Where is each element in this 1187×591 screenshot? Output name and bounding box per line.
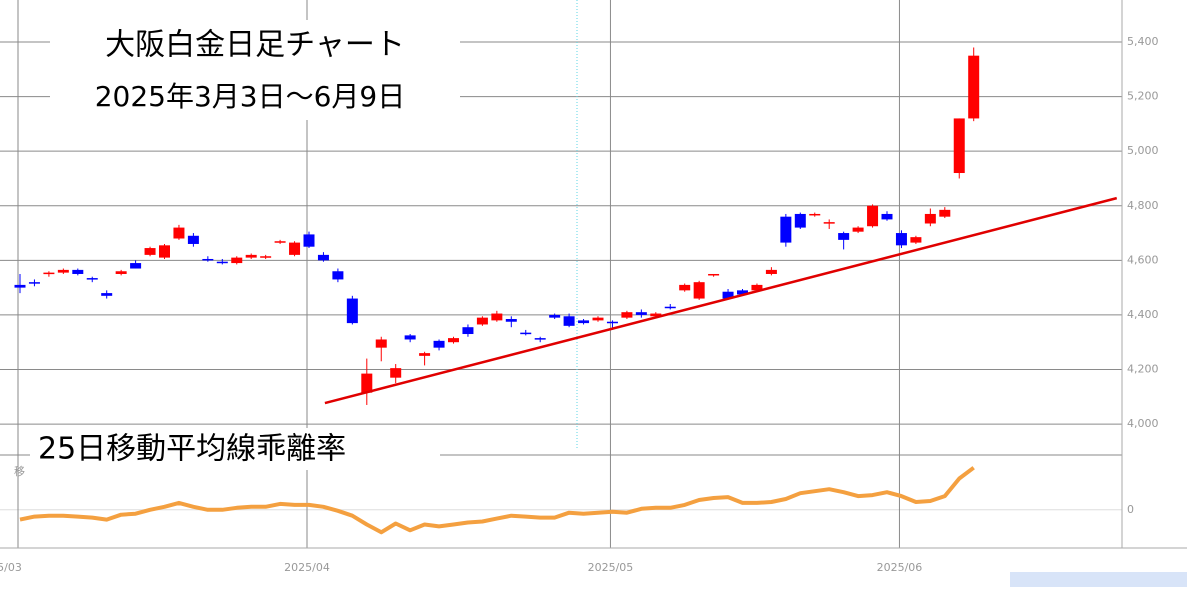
candle-body <box>765 269 777 274</box>
candle-body <box>664 306 676 309</box>
candle-body <box>563 316 575 326</box>
y-tick-label: 5,200 <box>1127 90 1159 103</box>
candle-body <box>578 320 590 324</box>
candle-body <box>520 332 532 335</box>
deviation-line <box>19 466 975 535</box>
annotation-box <box>30 428 440 470</box>
candle-body <box>867 205 879 227</box>
y-tick-label: 4,400 <box>1127 308 1159 321</box>
candle-body <box>823 222 835 224</box>
panel-label: 移 <box>14 465 25 478</box>
y-tick-label: 5,400 <box>1127 35 1159 48</box>
candle-body <box>939 209 951 217</box>
candle-body <box>650 313 662 317</box>
candle-body <box>303 234 315 247</box>
candle-body <box>419 353 431 356</box>
candle-body <box>737 290 748 295</box>
y-tick-label: 5,000 <box>1127 144 1159 157</box>
x-tick-label: 2025/04 <box>284 561 330 574</box>
y-tick-label: 4,800 <box>1127 199 1159 212</box>
candle-body <box>332 271 344 280</box>
annotation: 25日移動平均線乖離率 <box>38 432 346 467</box>
candle-body <box>722 291 734 299</box>
y-tick-label: 0 <box>1127 503 1134 516</box>
candle-body <box>231 257 243 264</box>
candle-body <box>159 245 170 258</box>
candle-body <box>173 227 185 239</box>
candle-body <box>476 317 488 325</box>
candle-body <box>635 312 647 315</box>
candle-body <box>491 313 503 321</box>
candle-body <box>130 263 142 269</box>
candle-body <box>43 272 55 275</box>
trendline <box>324 196 1118 405</box>
y-tick-label: 4,000 <box>1127 417 1159 430</box>
candle-body <box>289 242 301 255</box>
candle-body <box>86 278 98 280</box>
candle-body <box>274 241 286 243</box>
candle-body <box>881 213 893 220</box>
y-tick-label: 4,200 <box>1127 362 1159 375</box>
candle-body <box>448 338 459 343</box>
chart-subtitle: 2025年3月3日～6月9日 <box>95 80 406 113</box>
candle-body <box>924 213 936 224</box>
candle-body <box>505 319 517 322</box>
candle-body <box>202 258 214 261</box>
candle-body <box>115 271 127 274</box>
candle-body <box>534 338 546 340</box>
candle-body <box>794 213 806 228</box>
candle-body <box>592 317 604 321</box>
y-tick-label: 4,600 <box>1127 253 1159 266</box>
marks-layer <box>14 47 1118 535</box>
candle-body <box>606 321 618 324</box>
candle-body <box>852 227 864 232</box>
candle-body <box>28 282 40 284</box>
candle-body <box>346 298 358 324</box>
candle-body <box>245 254 257 258</box>
candle-body <box>751 284 763 291</box>
candle-body <box>895 233 907 246</box>
title-box <box>50 20 460 120</box>
candle-body <box>780 216 792 243</box>
candle-body <box>317 254 329 261</box>
candle-body <box>14 284 26 288</box>
candle-body <box>404 335 416 340</box>
candle-body <box>968 55 980 119</box>
candle-body <box>216 261 228 264</box>
candle-body <box>390 368 402 378</box>
candle-body <box>809 213 821 216</box>
candle-body <box>462 327 474 335</box>
candle-body <box>679 284 691 291</box>
x-tick-label: 25/03 <box>0 561 22 574</box>
candle-body <box>621 312 633 318</box>
candle-body <box>693 282 705 299</box>
candle-body <box>838 233 850 240</box>
chart-title: 大阪白金日足チャート <box>105 28 405 63</box>
candle-body <box>433 340 445 348</box>
candle-body <box>57 269 69 273</box>
candle-body <box>101 293 113 296</box>
x-tick-label: 2025/05 <box>588 561 634 574</box>
candle-body <box>708 273 720 276</box>
candle-body <box>187 235 199 244</box>
candle-body <box>549 314 561 318</box>
candle-body <box>260 256 272 258</box>
candle-body <box>72 269 84 274</box>
candle-body <box>910 237 922 243</box>
candle-body <box>953 118 965 174</box>
candle-body <box>375 339 387 348</box>
candle-body <box>361 373 373 393</box>
x-tick-label: 2025/06 <box>877 561 923 574</box>
scroll-bar <box>1010 572 1187 587</box>
candle-body <box>144 248 156 255</box>
